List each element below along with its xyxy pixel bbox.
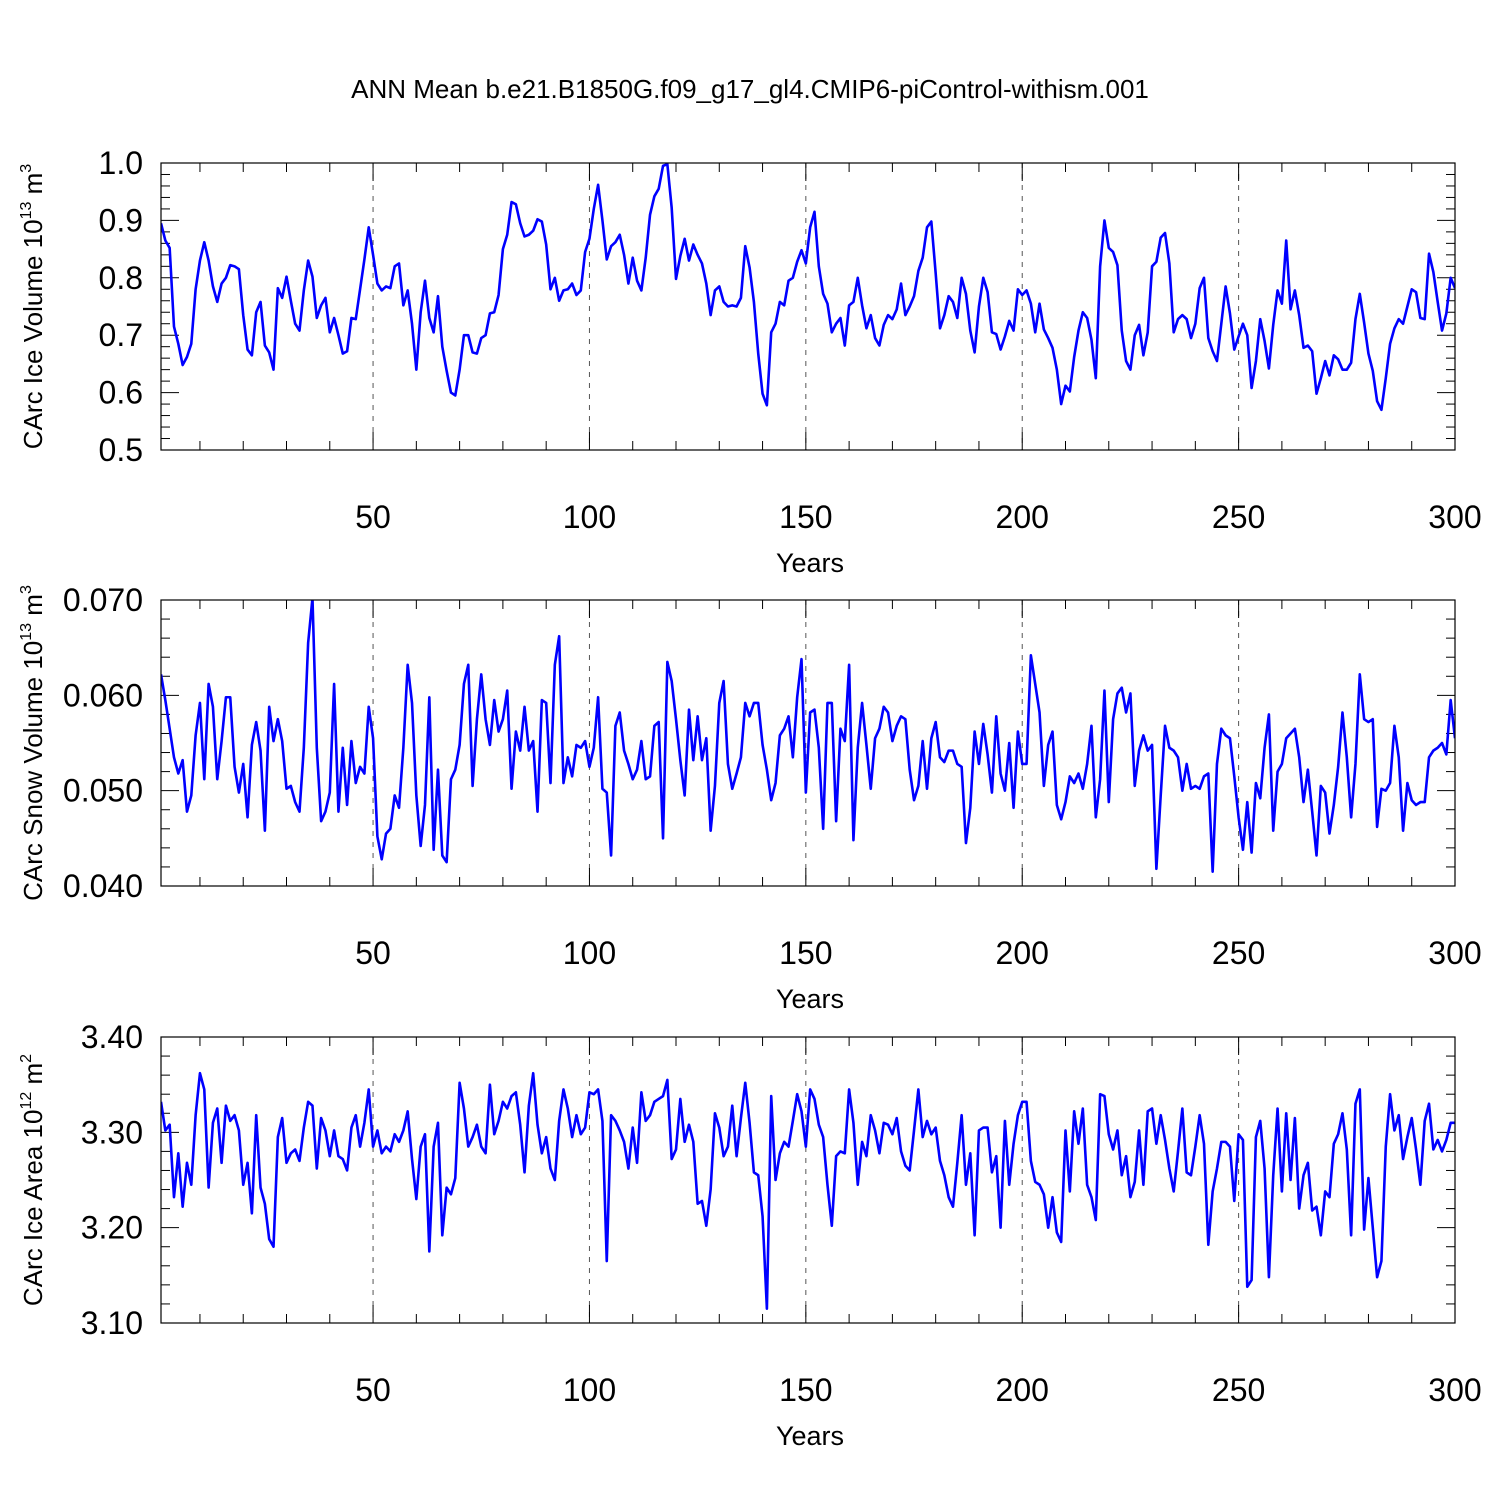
x-tick-label: 50 — [355, 499, 391, 535]
y-tick-label: 0.070 — [63, 582, 143, 618]
series-line — [161, 1071, 1455, 1310]
y-axis-label: CArc Snow Volume 1013 m3 — [18, 585, 48, 901]
plot-frame — [160, 162, 1456, 451]
x-tick-label: 50 — [355, 935, 391, 971]
y-tick-label: 3.30 — [81, 1114, 143, 1150]
y-tick-label: 0.060 — [63, 677, 143, 713]
x-tick-label: 250 — [1212, 1372, 1265, 1408]
x-tick-label: 200 — [996, 1372, 1049, 1408]
x-tick-label: 300 — [1428, 935, 1481, 971]
x-axis-label: Years — [776, 984, 844, 1014]
y-axis-label-unit: m — [18, 1063, 48, 1092]
y-tick-label: 0.9 — [99, 202, 143, 238]
chart-panel-1: 50 100 150 200 250 300 0.5 0.6 0.7 0.8 0.9 1.0 Years… — [18, 145, 1482, 578]
y-tick-label: 3.20 — [81, 1210, 143, 1246]
y-axis-label-unit-exponent: 3 — [18, 585, 35, 594]
y-tick-label: 0.040 — [63, 868, 143, 904]
y-axis-label: CArc Ice Volume 1013 m3 — [18, 164, 48, 449]
x-tick-label: 300 — [1428, 1372, 1481, 1408]
x-axis-label: Years — [776, 548, 844, 578]
y-axis-label-text: CArc Ice Area 10 — [18, 1110, 48, 1307]
y-axis-label-exponent: 13 — [18, 202, 35, 220]
y-axis-label-exponent: 13 — [18, 623, 35, 641]
y-axis-label-unit: m — [18, 594, 48, 623]
x-tick-label: 200 — [996, 935, 1049, 971]
y-tick-label: 0.5 — [99, 432, 143, 468]
y-axis-label: CArc Ice Area 1012 m2 — [18, 1054, 48, 1306]
y-tick-label: 0.7 — [99, 317, 143, 353]
plot-frame — [160, 599, 1456, 887]
series-line — [161, 163, 1455, 412]
x-tick-label: 100 — [563, 499, 616, 535]
y-tick-label: 3.10 — [81, 1305, 143, 1341]
chart-title: ANN Mean b.e21.B1850G.f09_g17_gl4.CMIP6-… — [351, 74, 1149, 104]
x-tick-label: 150 — [779, 499, 832, 535]
y-axis-label-unit-exponent: 3 — [18, 164, 35, 173]
x-tick-label: 100 — [563, 1372, 616, 1408]
series-line — [161, 600, 1455, 874]
y-tick-label: 0.6 — [99, 375, 143, 411]
y-tick-label: 1.0 — [99, 145, 143, 181]
y-tick-label: 0.050 — [63, 773, 143, 809]
y-axis-label-unit: m — [18, 173, 48, 202]
x-tick-label: 250 — [1212, 935, 1265, 971]
y-axis-label-unit-exponent: 2 — [18, 1054, 35, 1063]
chart-panel-3: 50 100 150 200 250 300 3.10 3.20 3.30 3.40 Years CA… — [18, 1019, 1482, 1451]
y-tick-label: 3.40 — [81, 1019, 143, 1055]
y-axis-label-text: CArc Snow Volume 10 — [18, 641, 48, 901]
chart-panel-2: 50 100 150 200 250 300 0.040 0.050 0.060 0.070 Yea… — [18, 582, 1482, 1014]
x-tick-label: 300 — [1428, 499, 1481, 535]
x-tick-label: 200 — [996, 499, 1049, 535]
y-axis-label-exponent: 12 — [18, 1092, 35, 1110]
y-axis-label-text: CArc Ice Volume 10 — [18, 219, 48, 449]
x-tick-label: 100 — [563, 935, 616, 971]
y-tick-label: 0.8 — [99, 260, 143, 296]
x-tick-label: 50 — [355, 1372, 391, 1408]
plot-frame — [160, 1036, 1456, 1324]
x-tick-label: 250 — [1212, 499, 1265, 535]
x-tick-label: 150 — [779, 1372, 832, 1408]
x-axis-label: Years — [776, 1421, 844, 1451]
x-tick-label: 150 — [779, 935, 832, 971]
